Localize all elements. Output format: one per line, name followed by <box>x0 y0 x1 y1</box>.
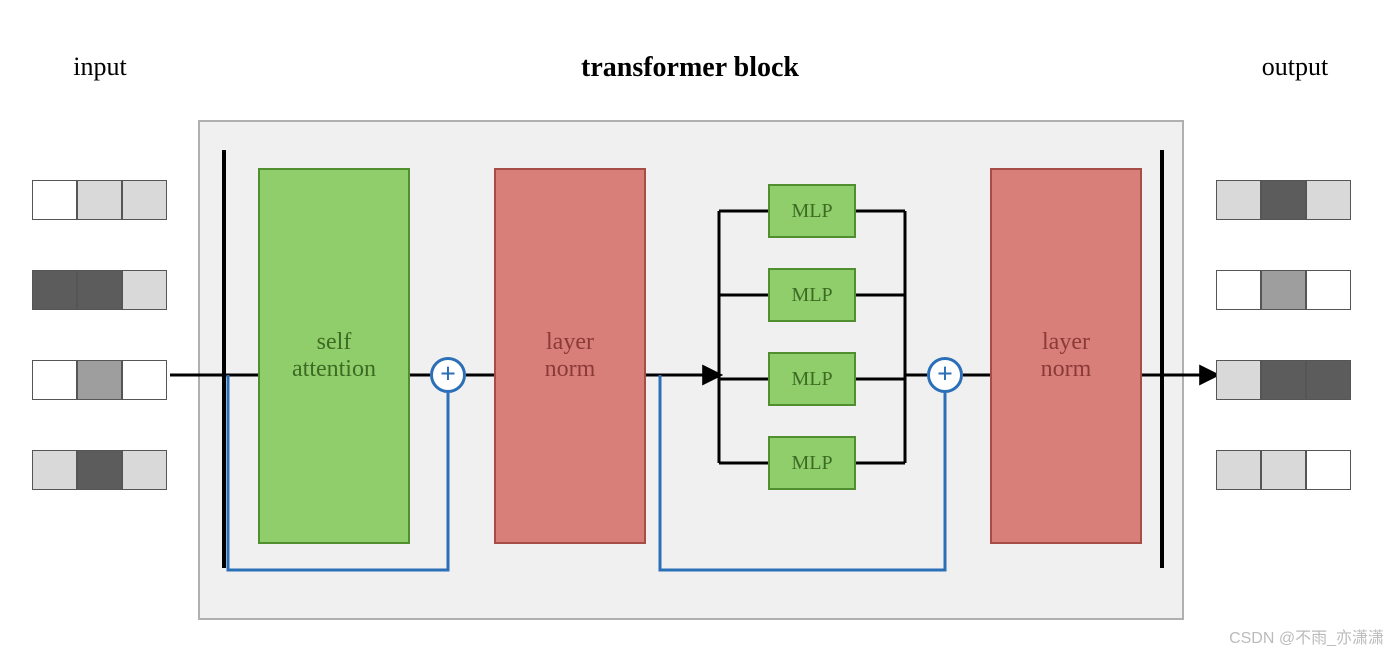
watermark-text: CSDN @不雨_亦潇潇 <box>1229 624 1384 648</box>
token-cell <box>122 360 167 400</box>
residual-add-1: + <box>430 357 466 393</box>
input-bar <box>222 150 226 568</box>
input-tokens <box>32 180 167 540</box>
token-cell <box>1261 180 1306 220</box>
token-cell <box>1306 360 1351 400</box>
token-row <box>32 270 167 310</box>
token-cell <box>32 180 77 220</box>
token-row <box>32 360 167 400</box>
output-bar <box>1160 150 1164 568</box>
token-cell <box>32 360 77 400</box>
token-cell <box>122 450 167 490</box>
mlp-box-3: MLP <box>768 352 856 406</box>
output-tokens <box>1216 180 1351 540</box>
token-cell <box>1216 450 1261 490</box>
diagram-canvas: input transformer block output <box>0 0 1394 654</box>
token-cell <box>1216 360 1261 400</box>
token-row <box>1216 180 1351 220</box>
residual-add-2: + <box>927 357 963 393</box>
token-cell <box>77 450 122 490</box>
token-cell <box>77 360 122 400</box>
token-cell <box>77 270 122 310</box>
token-row <box>32 180 167 220</box>
token-cell <box>1261 360 1306 400</box>
token-cell <box>1216 180 1261 220</box>
token-cell <box>1306 450 1351 490</box>
layer-norm-2-box: layer norm <box>990 168 1142 544</box>
token-cell <box>77 180 122 220</box>
mlp-box-2: MLP <box>768 268 856 322</box>
layer-norm-1-box: layer norm <box>494 168 646 544</box>
token-cell <box>122 270 167 310</box>
token-cell <box>1261 450 1306 490</box>
mlp-box-1: MLP <box>768 184 856 238</box>
token-cell <box>122 180 167 220</box>
token-row <box>1216 450 1351 490</box>
connectors-svg <box>0 0 1394 654</box>
token-cell <box>1306 180 1351 220</box>
token-cell <box>1306 270 1351 310</box>
token-row <box>32 450 167 490</box>
token-cell <box>1261 270 1306 310</box>
token-cell <box>32 270 77 310</box>
token-row <box>1216 360 1351 400</box>
token-cell <box>1216 270 1261 310</box>
mlp-box-4: MLP <box>768 436 856 490</box>
token-cell <box>32 450 77 490</box>
token-row <box>1216 270 1351 310</box>
self-attention-box: self attention <box>258 168 410 544</box>
